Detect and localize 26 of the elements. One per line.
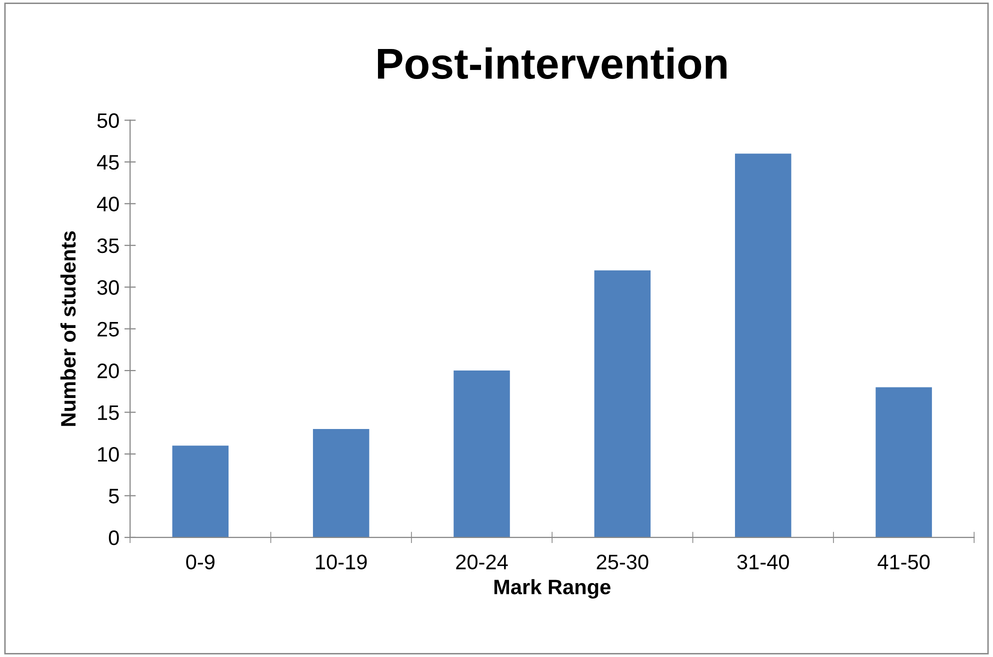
x-tick-label: 41-50 (878, 554, 930, 570)
bar (734, 154, 792, 538)
x-tick-label: 10-19 (316, 554, 367, 570)
x-tick-label: 31-40 (737, 554, 789, 570)
x-tick-label: 20-24 (456, 554, 508, 570)
y-tick-label: 30 (97, 280, 119, 295)
y-tick-label: 0 (108, 530, 119, 546)
y-tick-label: 25 (98, 322, 119, 337)
bar (312, 428, 370, 538)
y-tick-label: 50 (97, 113, 119, 128)
y-axis-title: Number of students (60, 231, 76, 426)
bar (594, 270, 651, 538)
x-axis-title: Mark Range (494, 579, 610, 599)
x-tick-label: 0-9 (186, 554, 214, 570)
y-tick-label: 40 (96, 196, 119, 212)
y-tick-label: 35 (97, 238, 119, 254)
bar (172, 446, 229, 538)
chart-title: Post-intervention (378, 47, 726, 79)
y-tick-label: 15 (98, 405, 119, 420)
bar (876, 387, 932, 538)
y-tick-label: 5 (108, 488, 119, 504)
bar (454, 370, 510, 538)
y-tick-label: 20 (98, 364, 119, 378)
y-tick-label: 10 (98, 446, 119, 462)
y-tick-label: 45 (96, 155, 119, 170)
x-tick-label: 25-30 (596, 554, 648, 570)
